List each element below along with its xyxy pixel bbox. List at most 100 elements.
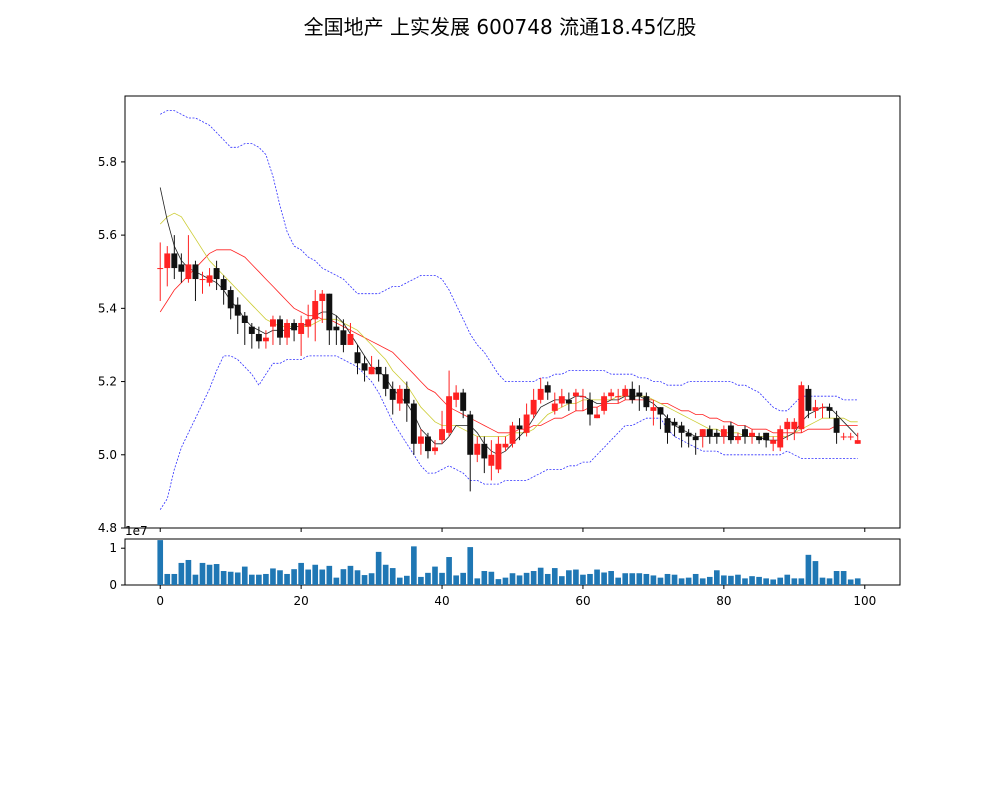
candle-body-down — [671, 421, 678, 426]
volume-bar — [509, 573, 516, 585]
candle-body-down — [727, 425, 734, 441]
volume-bar — [277, 570, 283, 585]
candle-body-up — [572, 392, 579, 397]
volume-bar — [502, 577, 509, 585]
candle-body-down — [516, 425, 523, 430]
volume-bar — [157, 540, 164, 585]
candle-body-down — [587, 399, 593, 415]
volume-bar — [291, 569, 297, 585]
candle-body-up — [298, 322, 305, 334]
volume-bar — [559, 576, 565, 585]
volume-bar — [488, 571, 495, 585]
candle-body-up — [164, 253, 171, 269]
volume-bar — [516, 575, 523, 585]
volume-bar — [439, 572, 445, 585]
candle-body-down — [220, 279, 227, 291]
volume-bar — [650, 575, 657, 585]
price-ytick-label: 5.8 — [98, 155, 117, 169]
candle-body-down — [291, 322, 298, 331]
volume-bar — [171, 573, 178, 585]
volume-bar — [784, 574, 791, 585]
candle-body-down — [389, 388, 396, 400]
volume-bar — [284, 573, 290, 585]
volume-bar — [404, 575, 410, 585]
candle-body-down — [544, 385, 551, 393]
candle-body-down — [565, 399, 572, 404]
volume-bar — [657, 577, 664, 585]
volume-bar — [199, 562, 206, 585]
volume-bar — [643, 573, 650, 585]
candle-body-up — [206, 275, 213, 283]
candle-body-up — [157, 268, 164, 270]
candle-body-up — [749, 432, 756, 437]
volume-bar — [256, 574, 262, 585]
candle-body-up — [347, 333, 354, 345]
candle-body-up — [269, 319, 276, 327]
candle-body-down — [424, 436, 431, 452]
volume-bar — [756, 576, 762, 585]
volume-bar — [164, 573, 171, 585]
candle-body-down — [685, 432, 692, 437]
volume-bar — [833, 571, 840, 585]
volume-bar — [361, 575, 368, 585]
candle-body-down — [706, 429, 713, 437]
volume-bar — [714, 570, 720, 585]
volume-bar — [453, 575, 459, 585]
price-plot-frame — [124, 95, 901, 529]
volume-bar — [474, 578, 481, 585]
candle-body-up — [312, 301, 319, 320]
price-ytick-label: 5.2 — [98, 375, 117, 389]
volume-bar — [636, 573, 643, 585]
candle-body-down — [333, 326, 340, 331]
volume-bar — [213, 564, 220, 585]
candle-body-down — [361, 363, 368, 371]
volume-bar — [481, 571, 488, 585]
volume-bar — [544, 573, 551, 585]
candle-body-up — [474, 443, 481, 455]
volume-bar — [692, 573, 699, 585]
volume-bar — [615, 577, 621, 585]
candle-body-up — [530, 399, 537, 415]
volume-xtick-label: 0 — [156, 594, 164, 608]
candle-body-down — [340, 330, 347, 345]
candle-body-up — [558, 396, 565, 404]
volume-bar — [735, 574, 741, 585]
volume-bar — [326, 565, 333, 585]
candle-body-down — [403, 388, 410, 404]
boll-upper-band-line — [160, 110, 858, 412]
candle-body-down — [763, 432, 770, 441]
volume-bar — [777, 577, 784, 585]
candle-body-up — [734, 436, 741, 441]
volume-bar — [425, 572, 431, 585]
volume-bar — [241, 566, 248, 585]
volume-bar — [375, 551, 382, 585]
candle-body-up — [262, 337, 269, 342]
volume-bar — [629, 573, 636, 585]
volume-bar — [770, 579, 776, 585]
volume-offset-label: 1e7 — [125, 524, 148, 538]
volume-bar — [812, 561, 819, 585]
volume-ytick-label: 1 — [109, 541, 117, 555]
candle-body-up — [446, 396, 453, 433]
candle-body-down — [178, 264, 185, 272]
candle-body-up — [847, 436, 854, 438]
candle-body-up — [854, 440, 861, 444]
candle-body-up — [608, 392, 615, 397]
candle-body-up — [368, 366, 375, 375]
volume-bar — [354, 570, 361, 585]
candle-body-down — [460, 392, 467, 411]
volume-bar — [227, 571, 234, 585]
ma-long-line — [159, 249, 858, 434]
volume-bar — [805, 554, 812, 585]
candle-body-up — [502, 443, 509, 448]
volume-bar — [678, 578, 685, 585]
candle-body-down — [692, 436, 699, 441]
volume-bar — [594, 569, 600, 585]
candle-body-down — [643, 396, 650, 408]
candle-body-down — [805, 388, 812, 411]
candle-body-down — [467, 414, 474, 455]
volume-bar — [587, 573, 593, 585]
candle-body-up — [199, 279, 206, 281]
volume-bar — [178, 562, 185, 585]
candle-body-down — [629, 388, 636, 400]
